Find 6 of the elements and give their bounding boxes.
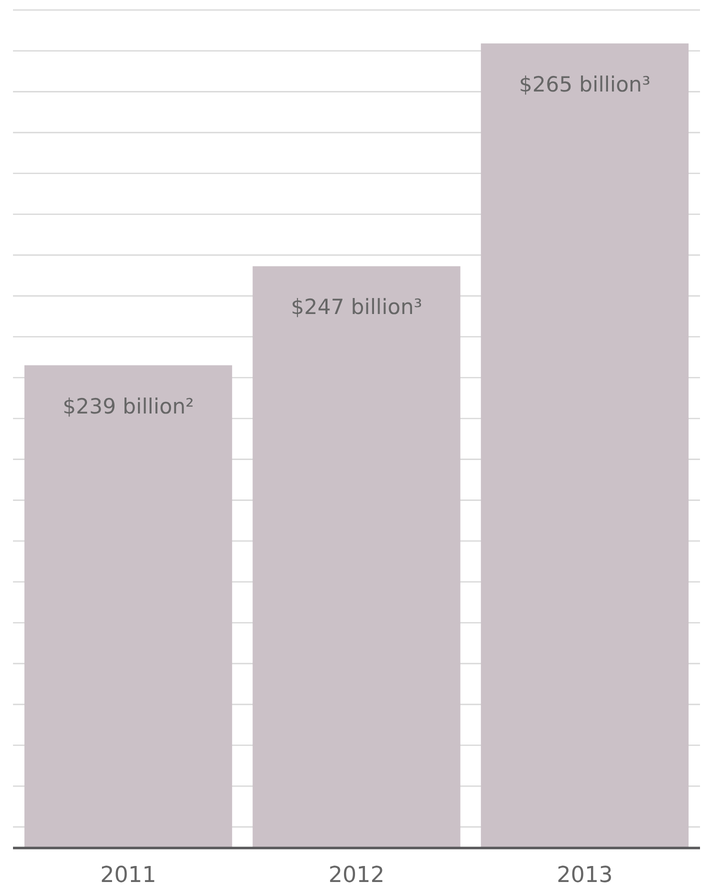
- x-tick-label: 2011: [100, 863, 156, 888]
- data-label: $265 billion³: [519, 72, 650, 96]
- data-label: $247 billion³: [290, 295, 422, 320]
- x-tick-label: 2012: [328, 863, 384, 888]
- x-tick-label: 2013: [556, 863, 613, 888]
- data-label: $239 billion²: [62, 394, 194, 418]
